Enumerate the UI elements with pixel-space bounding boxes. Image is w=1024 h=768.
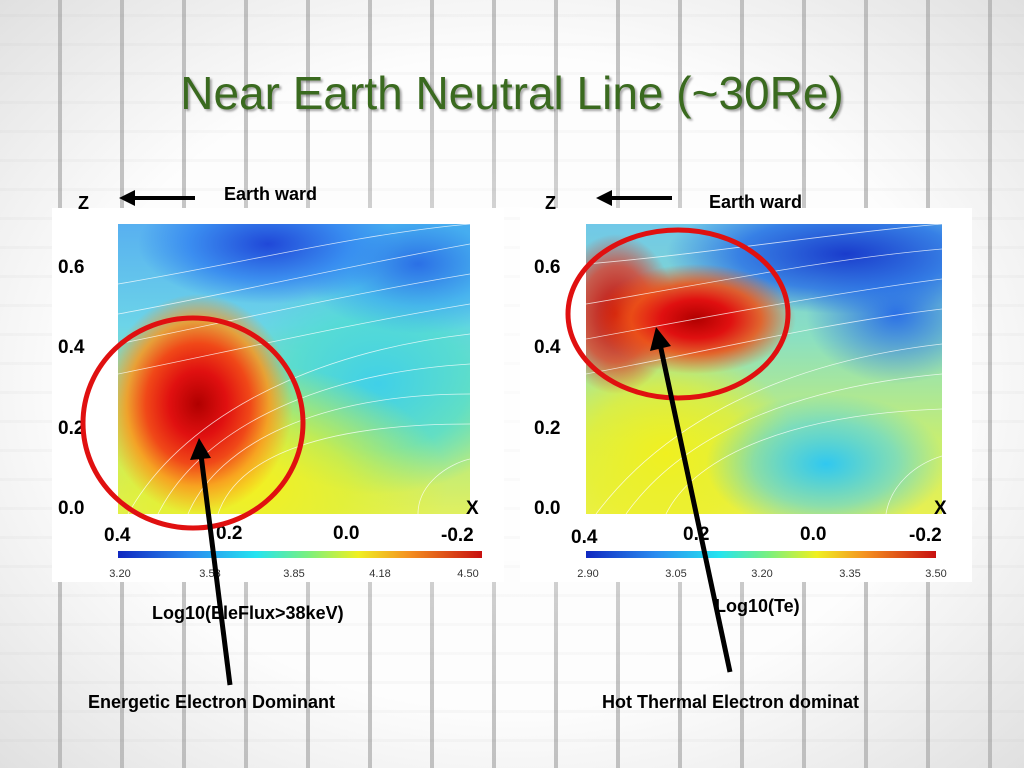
right-colorbar-tick: 3.05 — [665, 568, 687, 580]
left-pointer-arrow — [190, 438, 233, 686]
left-z-axis-label: Z — [78, 193, 89, 213]
right-earthward-label: Earth ward — [709, 192, 803, 212]
right-quantity-label: Log10(Te) — [715, 596, 800, 616]
right-x-axis-label: X — [934, 498, 947, 519]
left-quantity-label: Log10(EleFlux>38keV) — [152, 603, 344, 623]
right-x-tick: -0.2 — [909, 525, 942, 546]
right-y-tick: 0.2 — [534, 418, 561, 439]
left-earthward-arrow — [119, 190, 195, 206]
left-highlight-circle — [80, 315, 306, 531]
right-y-tick: 0.4 — [534, 337, 561, 358]
right-plot-panel: 2.90 3.05 3.20 3.35 3.50 — [520, 208, 972, 582]
right-colorbar — [586, 551, 936, 558]
left-y-tick: 0.2 — [58, 418, 85, 439]
right-colorbar-tick: 3.20 — [751, 568, 773, 580]
left-colorbar-tick: 3.20 — [109, 568, 131, 580]
left-x-axis-label: X — [466, 498, 479, 519]
right-colorbar-tick: 3.35 — [839, 568, 861, 580]
right-y-tick: 0.6 — [534, 257, 561, 278]
right-x-tick: 0.0 — [800, 524, 827, 545]
right-heatmap — [586, 224, 942, 514]
right-caption: Hot Thermal Electron dominat — [602, 692, 860, 712]
left-colorbar-tick: 4.18 — [369, 568, 391, 580]
slide-title: Near Earth Neutral Line (~30Re) — [180, 67, 844, 119]
left-x-tick: 0.4 — [104, 525, 131, 546]
left-y-tick: 0.0 — [58, 498, 85, 519]
left-caption: Energetic Electron Dominant — [88, 692, 336, 712]
left-colorbar — [118, 551, 482, 558]
left-colorbar-tick: 3.85 — [283, 568, 305, 580]
left-earthward-label: Earth ward — [224, 184, 318, 204]
left-x-tick: 0.0 — [333, 523, 360, 544]
right-z-axis-label: Z — [545, 193, 556, 213]
right-pointer-arrow — [650, 327, 733, 673]
left-y-tick: 0.4 — [58, 337, 85, 358]
right-y-tick: 0.0 — [534, 498, 561, 519]
right-highlight-circle — [565, 227, 791, 401]
left-plot-panel: 3.20 3.53 3.85 4.18 4.50 — [52, 208, 504, 582]
left-y-tick: 0.6 — [58, 257, 85, 278]
right-colorbar-tick: 3.50 — [925, 568, 947, 580]
right-field-lines — [586, 224, 942, 514]
right-x-tick: 0.4 — [571, 527, 598, 548]
right-colorbar-tick: 2.90 — [577, 568, 599, 580]
left-x-tick: -0.2 — [441, 525, 474, 546]
right-earthward-arrow — [596, 190, 672, 206]
left-colorbar-tick: 4.50 — [457, 568, 479, 580]
left-x-tick: 0.2 — [216, 523, 243, 544]
